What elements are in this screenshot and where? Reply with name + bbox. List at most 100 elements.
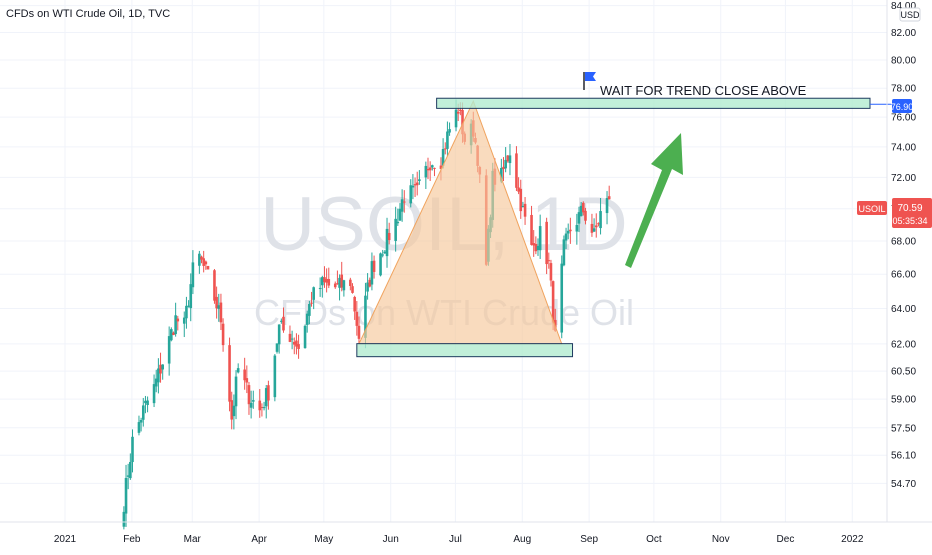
candle <box>280 318 283 324</box>
candle <box>288 325 292 343</box>
candle <box>383 249 387 254</box>
candle <box>353 295 356 320</box>
last-price: 70.59 <box>897 203 922 214</box>
candle <box>385 217 389 268</box>
candle <box>189 273 193 322</box>
candle <box>131 429 134 473</box>
price-tick-label: 68.00 <box>891 236 916 247</box>
candle <box>206 265 210 270</box>
candle <box>549 259 553 287</box>
candle <box>428 161 432 181</box>
time-tick-label: 2022 <box>841 534 864 545</box>
candle <box>519 179 523 219</box>
candle <box>566 223 570 240</box>
time-tick-label: 2021 <box>54 534 77 545</box>
price-tick-label: 74.00 <box>891 142 916 153</box>
candle <box>448 122 451 136</box>
candle <box>379 252 382 277</box>
candle <box>502 157 505 182</box>
candle <box>357 316 361 345</box>
symbol-tag: USOIL <box>858 204 885 214</box>
candle <box>536 238 540 256</box>
candle <box>443 142 447 155</box>
price-tick-label: 72.00 <box>891 173 916 184</box>
candle <box>396 208 400 226</box>
candle <box>282 307 285 333</box>
price-tick-label: 57.50 <box>891 423 916 434</box>
candle <box>295 333 298 355</box>
candle <box>370 252 374 291</box>
price-tick-label: 54.70 <box>891 479 916 490</box>
candle <box>202 250 205 273</box>
candle <box>198 250 201 274</box>
currency-badge[interactable]: USD <box>899 7 921 22</box>
candle <box>575 213 579 245</box>
candle <box>569 217 572 244</box>
candle <box>415 171 419 196</box>
candle <box>170 327 173 342</box>
candle <box>530 205 533 246</box>
candle <box>318 277 322 297</box>
candle <box>174 302 177 337</box>
price-tick-label: 56.10 <box>891 451 916 462</box>
candle <box>607 185 611 200</box>
candle <box>221 318 225 352</box>
candle <box>597 222 600 227</box>
candle <box>144 395 147 414</box>
candle <box>275 343 279 354</box>
support-zone[interactable] <box>356 343 574 358</box>
candle <box>297 334 300 359</box>
candle <box>228 337 231 412</box>
candle <box>562 235 566 267</box>
price-tick-label: 82.00 <box>891 28 916 39</box>
candle <box>394 206 397 252</box>
price-scale[interactable]: 54.70 56.10 57.50 59.00 60.50 62.00 64.00 66.00… <box>891 1 916 490</box>
time-scale[interactable]: 2021 Feb Mar Apr May Jun Jul Aug Sep Oct Nov Dec 202… <box>54 534 864 545</box>
candle <box>342 279 346 297</box>
candle <box>599 197 602 235</box>
candle <box>409 179 413 208</box>
time-tick-label: Feb <box>123 534 141 545</box>
candle <box>161 364 164 380</box>
price-tick-label: 76.00 <box>891 113 916 124</box>
candle <box>321 275 324 298</box>
candle <box>418 170 421 185</box>
candle <box>154 369 158 393</box>
candle <box>247 381 251 415</box>
time-tick-label: Nov <box>712 534 730 545</box>
candle <box>400 189 404 222</box>
bar-countdown: 05:35:34 <box>892 216 927 226</box>
drawings <box>356 97 892 358</box>
resistance-zone[interactable] <box>436 97 871 109</box>
up-arrow-icon[interactable] <box>625 133 683 268</box>
candle <box>137 415 141 436</box>
candle <box>172 331 175 336</box>
candle <box>564 227 568 250</box>
candle <box>152 374 156 408</box>
candle <box>264 384 268 419</box>
annotation-text: WAIT FOR TREND CLOSE ABOVE <box>600 83 807 98</box>
last-price-label: USOIL 70.59 05:35:34 <box>857 198 932 228</box>
candle <box>126 463 130 490</box>
symbol-description: CFDs on WTI Crude Oil, 1D, TVC <box>6 8 170 20</box>
candle <box>508 144 512 176</box>
candle <box>308 300 311 325</box>
candle <box>426 157 430 180</box>
time-tick-label: May <box>314 534 333 545</box>
currency-badge-label: USD <box>900 10 920 20</box>
candle <box>273 354 277 402</box>
candle <box>305 310 309 333</box>
candle <box>303 324 307 349</box>
candle <box>577 206 581 233</box>
candle <box>433 167 436 177</box>
candle <box>146 396 149 413</box>
price-tick-label: 64.00 <box>891 304 916 315</box>
time-tick-label: Mar <box>184 534 202 545</box>
candle <box>413 177 417 198</box>
candle <box>534 236 538 255</box>
candle <box>338 274 341 301</box>
time-tick-label: Aug <box>513 534 531 545</box>
candle <box>182 311 186 338</box>
